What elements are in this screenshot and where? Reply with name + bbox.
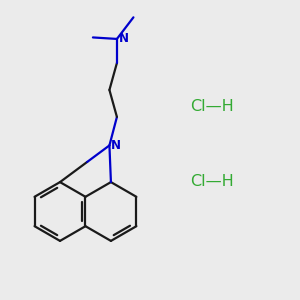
- Text: Cl—H: Cl—H: [190, 99, 234, 114]
- Text: N: N: [111, 139, 121, 152]
- Text: N: N: [119, 32, 129, 45]
- Text: Cl—H: Cl—H: [190, 174, 234, 189]
